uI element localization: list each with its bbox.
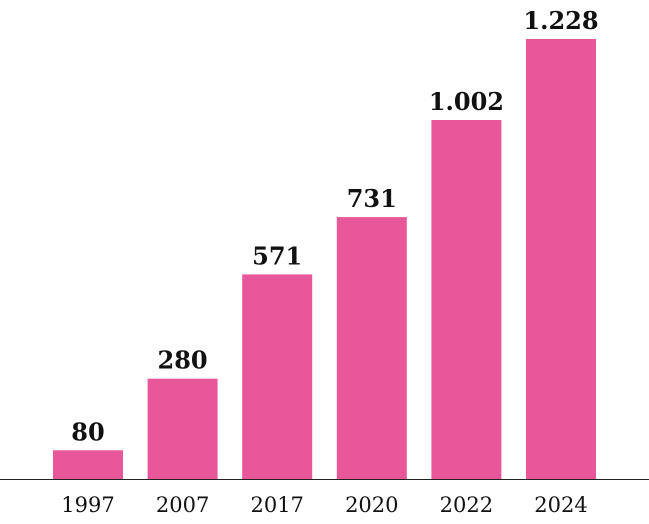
x-tick-label-2024: 2024 [534, 493, 587, 517]
value-label-2024: 1.228 [523, 6, 598, 35]
x-tick-labels-group: 1997 2007 2017 2020 2022 2024 [61, 493, 587, 517]
value-label-2020: 731 [347, 184, 397, 213]
value-label-2017: 571 [252, 241, 302, 270]
bar-2007 [147, 378, 218, 479]
bar-2022 [431, 120, 502, 479]
value-label-2007: 280 [158, 346, 208, 375]
bars-group [53, 39, 596, 479]
value-label-1997: 80 [71, 417, 104, 446]
bar-2020 [336, 217, 407, 479]
bar-1997 [53, 450, 123, 479]
x-tick-label-2017: 2017 [250, 493, 303, 517]
bar-2024 [526, 39, 596, 479]
value-label-2022: 1.002 [429, 87, 504, 116]
bar-2017 [242, 274, 313, 479]
value-labels-group: 80 280 571 731 1.002 1.228 [71, 6, 598, 446]
x-tick-label-1997: 1997 [61, 493, 114, 517]
x-tick-label-2007: 2007 [156, 493, 209, 517]
x-tick-label-2020: 2020 [345, 493, 398, 517]
x-tick-label-2022: 2022 [440, 493, 493, 517]
